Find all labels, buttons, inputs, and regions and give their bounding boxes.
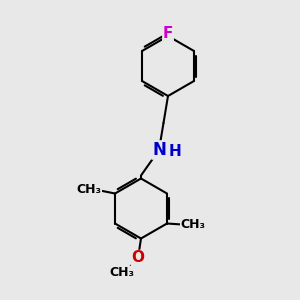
Text: CH₃: CH₃: [76, 182, 101, 196]
Text: CH₃: CH₃: [109, 266, 134, 280]
Text: O: O: [131, 250, 145, 266]
Text: CH₃: CH₃: [181, 218, 206, 232]
Text: H: H: [169, 144, 182, 159]
Text: F: F: [163, 26, 173, 40]
Text: N: N: [152, 141, 166, 159]
